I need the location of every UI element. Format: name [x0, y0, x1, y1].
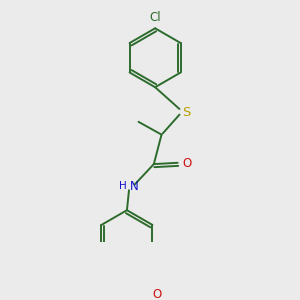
Text: O: O: [182, 157, 191, 170]
Text: N: N: [130, 180, 138, 193]
Text: H: H: [119, 182, 127, 191]
Text: S: S: [182, 106, 191, 118]
Text: Cl: Cl: [149, 11, 161, 24]
Text: O: O: [152, 288, 161, 300]
